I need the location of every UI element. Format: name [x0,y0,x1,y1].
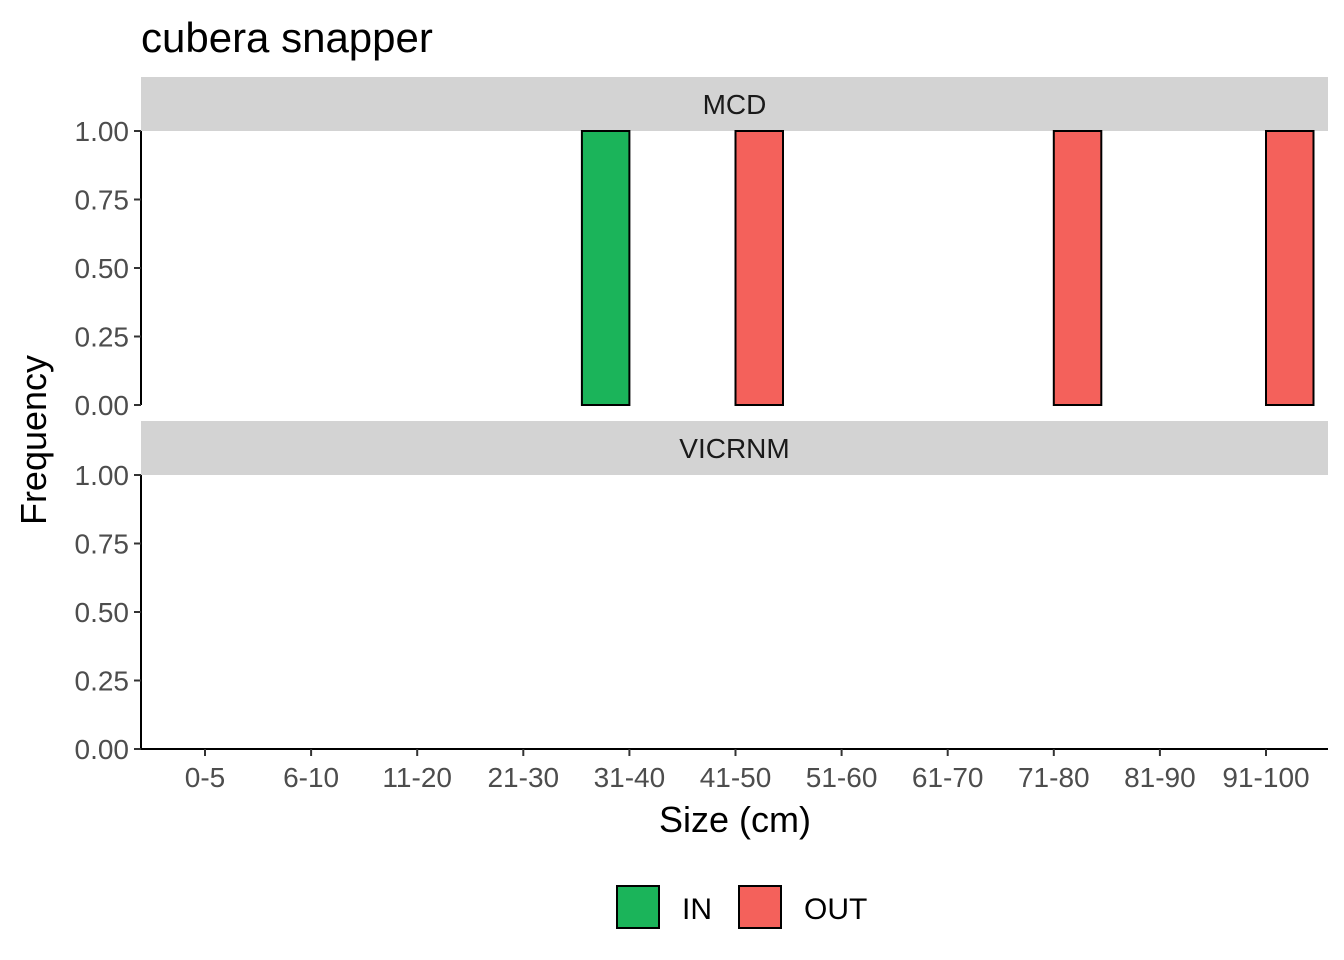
legend-label-in: IN [682,893,712,926]
x-tick-label: 0-5 [185,762,225,793]
bar-in-31-40 [580,130,631,406]
chart-title: cubera snapper [141,14,433,61]
y-tick-label: 0.00 [75,734,130,765]
legend: IN OUT [616,885,867,929]
x-tick-label: 51-60 [806,762,878,793]
x-tick-label: 11-20 [382,762,452,793]
x-tick-label: 91-100 [1222,762,1309,793]
x-tick-label: 71-80 [1018,762,1090,793]
facet-panel-mcd: MCD 0.00 0.25 0.50 0.75 1.00 [75,77,1328,421]
facet-panel-vicrnm: VICRNM 0.00 0.25 0.50 0.75 1.00 [75,421,1328,765]
y-tick-label: 0.50 [75,597,130,628]
facet-strip [141,77,1328,131]
facet-strip-label: VICRNM [679,433,789,464]
y-tick-label: 1.00 [75,116,130,147]
legend-key-out [738,885,782,929]
bar-out-91-100 [1265,130,1315,406]
x-tick-label: 81-90 [1124,762,1196,793]
x-tick-label: 61-70 [912,762,984,793]
y-axis-title: Frequency [13,355,54,525]
facet-strip [141,421,1328,475]
y-tick-label: 1.00 [75,460,130,491]
legend-key-in [616,885,660,929]
legend-label-out: OUT [804,893,867,926]
y-tick-label: 0.75 [75,185,130,216]
x-tick-label: 21-30 [487,762,559,793]
x-axis: 0-5 6-10 11-20 21-30 31-40 41-50 51-60 61-70 71-… [141,748,1328,793]
facet-panels: MCD 0.00 0.25 0.50 0.75 1.00 VICRNM 0.00 0.25 0.5… [75,77,1328,765]
bar-out-71-80 [1052,130,1103,406]
y-tick-label: 0.25 [75,322,130,353]
y-tick-label: 0.50 [75,253,130,284]
facet-strip-label: MCD [703,89,767,120]
x-tick-label: 41-50 [700,762,772,793]
y-tick-label: 0.25 [75,666,130,697]
bar-out-41-50 [734,130,784,406]
y-tick-label: 0.00 [75,390,130,421]
x-axis-title: Size (cm) [659,799,811,840]
y-tick-label: 0.75 [75,529,130,560]
x-tick-label: 6-10 [283,762,339,793]
x-tick-label: 31-40 [594,762,666,793]
